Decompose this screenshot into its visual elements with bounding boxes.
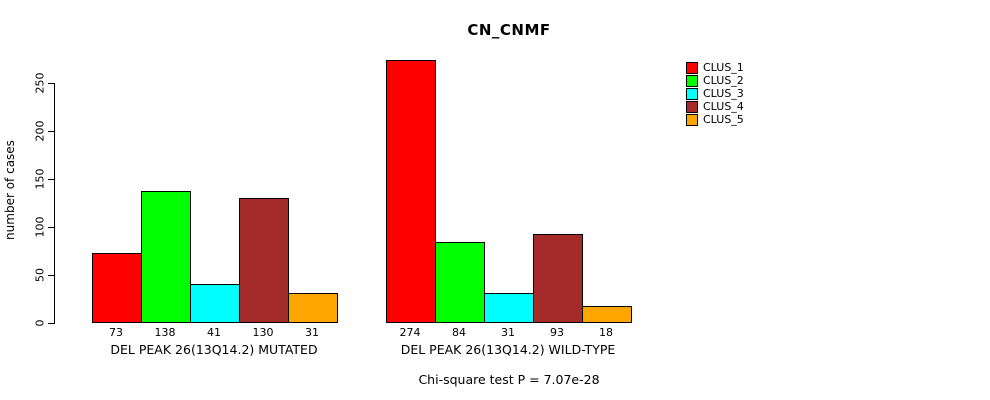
legend-label: CLUS_5 (703, 113, 744, 126)
legend-label: CLUS_4 (703, 100, 744, 113)
bar-value-label: 93 (550, 326, 564, 339)
bar-value-label: 41 (207, 326, 221, 339)
y-tick-label: 200 (33, 120, 46, 142)
legend-swatch (686, 61, 698, 74)
bar-value-label: 138 (154, 326, 176, 339)
y-axis-line (54, 83, 55, 323)
bar (483, 293, 534, 323)
bar-value-label: 274 (399, 326, 421, 339)
group-label: DEL PEAK 26(13Q14.2) WILD-TYPE (400, 342, 616, 357)
y-tick-mark (48, 274, 55, 276)
bar-value-label: 73 (109, 326, 123, 339)
legend-label: CLUS_3 (703, 87, 744, 100)
legend: CLUS_1 CLUS_2 CLUS_3 CLUS_4 CLUS_5 (686, 61, 744, 126)
legend-item: CLUS_2 (686, 74, 744, 87)
legend-item: CLUS_3 (686, 87, 744, 100)
y-tick-label: 0 (33, 319, 46, 327)
legend-label: CLUS_1 (703, 61, 744, 74)
bar (532, 233, 583, 323)
bar (91, 252, 142, 323)
legend-swatch (686, 74, 698, 87)
y-tick-label: 50 (33, 268, 46, 282)
y-tick-mark (48, 178, 55, 180)
legend-swatch (686, 113, 698, 126)
bar-value-label: 84 (452, 326, 466, 339)
bar (287, 293, 338, 323)
bar (385, 59, 436, 323)
bar (434, 242, 485, 323)
bar-value-label: 31 (501, 326, 515, 339)
y-tick-mark (48, 130, 55, 132)
y-tick-label: 150 (33, 168, 46, 190)
legend-item: CLUS_5 (686, 113, 744, 126)
bar (581, 305, 632, 323)
legend-swatch (686, 100, 698, 113)
y-tick-label: 100 (33, 216, 46, 238)
chi-square-annotation: Chi-square test P = 7.07e-28 (418, 372, 600, 387)
bar (140, 190, 191, 323)
y-tick-mark (48, 226, 55, 228)
y-axis-label: number of cases (3, 140, 17, 240)
bar-value-label: 18 (599, 326, 613, 339)
bar (238, 198, 289, 323)
bar-value-label: 31 (305, 326, 319, 339)
group-label: DEL PEAK 26(13Q14.2) MUTATED (110, 342, 318, 357)
legend-label: CLUS_2 (703, 74, 744, 87)
chart-title: CN_CNMF (467, 21, 551, 39)
legend-swatch (686, 87, 698, 100)
y-tick-label: 250 (33, 72, 46, 94)
y-tick-mark (48, 322, 55, 324)
bar (189, 283, 240, 323)
bar-value-label: 130 (252, 326, 274, 339)
y-tick-mark (48, 82, 55, 84)
legend-item: CLUS_4 (686, 100, 744, 113)
legend-item: CLUS_1 (686, 61, 744, 74)
